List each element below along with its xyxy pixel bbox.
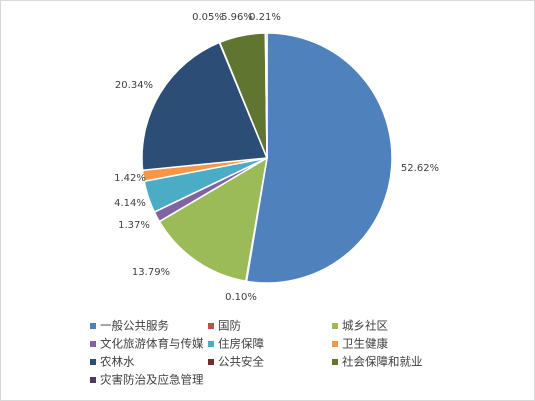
legend-swatch [208, 341, 214, 347]
data-label: 0.21% [249, 12, 281, 23]
legend-swatch [332, 359, 338, 365]
legend-label: 社会保障和就业 [342, 355, 423, 369]
legend-label: 公共安全 [218, 355, 264, 369]
legend-swatch [208, 359, 214, 365]
data-label: 0.05% [192, 12, 224, 23]
legend-label: 城乡社区 [342, 319, 388, 333]
legend-swatch [208, 323, 214, 329]
legend-label: 卫生健康 [342, 337, 388, 351]
legend-label: 一般公共服务 [100, 319, 169, 333]
legend-swatch [332, 323, 338, 329]
legend-swatch [90, 377, 96, 383]
data-label: 13.79% [132, 267, 170, 278]
data-label: 1.42% [114, 173, 146, 184]
legend-label: 住房保障 [218, 337, 264, 351]
legend-label: 灾害防治及应急管理 [100, 373, 204, 387]
legend-label: 农林水 [100, 355, 135, 369]
data-label: 1.37% [118, 220, 150, 231]
pie-slice [264, 32, 268, 159]
legend-swatch [90, 341, 96, 347]
legend-swatch [90, 323, 96, 329]
data-label: 52.62% [401, 163, 439, 174]
data-label: 4.14% [114, 198, 146, 209]
data-label: 0.10% [225, 292, 257, 303]
pie-slice [245, 32, 393, 284]
legend-swatch [90, 359, 96, 365]
data-label: 20.34% [115, 80, 153, 91]
legend-swatch [332, 341, 338, 347]
pie-slice [141, 41, 269, 172]
legend-label: 文化旅游体育与传媒 [100, 337, 204, 351]
data-label: 5.96% [221, 12, 253, 23]
pie-slice [158, 156, 269, 283]
legend-label: 国防 [218, 319, 241, 333]
